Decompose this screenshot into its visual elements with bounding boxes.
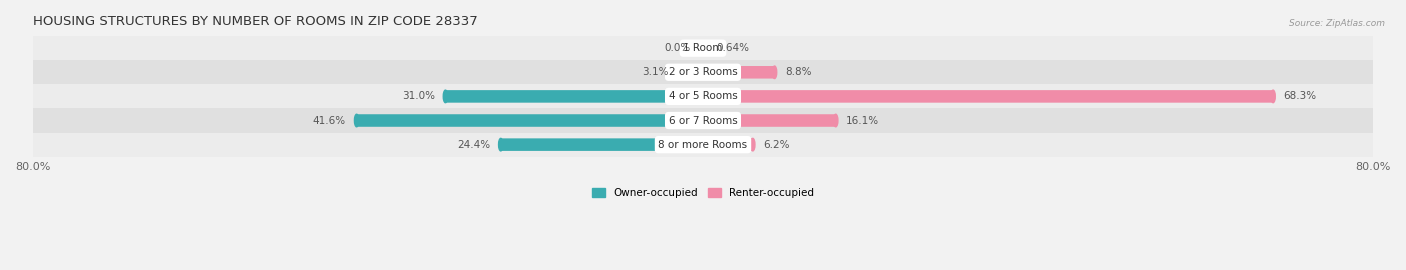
Circle shape bbox=[443, 90, 447, 103]
Text: 8.8%: 8.8% bbox=[785, 67, 811, 77]
Text: 0.0%: 0.0% bbox=[664, 43, 690, 53]
Legend: Owner-occupied, Renter-occupied: Owner-occupied, Renter-occupied bbox=[588, 184, 818, 202]
FancyBboxPatch shape bbox=[706, 90, 1272, 103]
Circle shape bbox=[1271, 90, 1275, 103]
Circle shape bbox=[699, 114, 703, 127]
Bar bbox=[32, 60, 1374, 84]
Circle shape bbox=[772, 66, 776, 79]
Bar bbox=[32, 133, 1374, 157]
Text: 1 Room: 1 Room bbox=[683, 43, 723, 53]
Circle shape bbox=[499, 138, 503, 151]
Circle shape bbox=[699, 66, 703, 79]
Circle shape bbox=[704, 42, 709, 55]
Text: 4 or 5 Rooms: 4 or 5 Rooms bbox=[669, 92, 737, 102]
Circle shape bbox=[703, 66, 707, 79]
Text: 6.2%: 6.2% bbox=[763, 140, 790, 150]
Text: 68.3%: 68.3% bbox=[1284, 92, 1317, 102]
Text: Source: ZipAtlas.com: Source: ZipAtlas.com bbox=[1289, 19, 1385, 28]
Circle shape bbox=[703, 90, 707, 103]
Text: 31.0%: 31.0% bbox=[402, 92, 434, 102]
Text: HOUSING STRUCTURES BY NUMBER OF ROOMS IN ZIP CODE 28337: HOUSING STRUCTURES BY NUMBER OF ROOMS IN… bbox=[32, 15, 478, 28]
Text: 41.6%: 41.6% bbox=[314, 116, 346, 126]
Circle shape bbox=[751, 138, 755, 151]
Circle shape bbox=[354, 114, 359, 127]
Circle shape bbox=[703, 138, 707, 151]
FancyBboxPatch shape bbox=[446, 90, 700, 103]
Bar bbox=[32, 109, 1374, 133]
FancyBboxPatch shape bbox=[706, 66, 775, 79]
Circle shape bbox=[703, 114, 707, 127]
FancyBboxPatch shape bbox=[706, 138, 752, 151]
Text: 16.1%: 16.1% bbox=[846, 116, 879, 126]
Text: 24.4%: 24.4% bbox=[457, 140, 491, 150]
Bar bbox=[32, 84, 1374, 109]
Text: 2 or 3 Rooms: 2 or 3 Rooms bbox=[669, 67, 737, 77]
Circle shape bbox=[699, 90, 703, 103]
FancyBboxPatch shape bbox=[706, 114, 835, 127]
Text: 3.1%: 3.1% bbox=[643, 67, 669, 77]
Circle shape bbox=[699, 138, 703, 151]
Text: 8 or more Rooms: 8 or more Rooms bbox=[658, 140, 748, 150]
FancyBboxPatch shape bbox=[679, 66, 700, 79]
FancyBboxPatch shape bbox=[357, 114, 700, 127]
Circle shape bbox=[834, 114, 838, 127]
Bar bbox=[32, 36, 1374, 60]
Circle shape bbox=[703, 42, 707, 55]
Circle shape bbox=[678, 66, 682, 79]
Text: 6 or 7 Rooms: 6 or 7 Rooms bbox=[669, 116, 737, 126]
Text: 0.64%: 0.64% bbox=[717, 43, 749, 53]
FancyBboxPatch shape bbox=[501, 138, 700, 151]
